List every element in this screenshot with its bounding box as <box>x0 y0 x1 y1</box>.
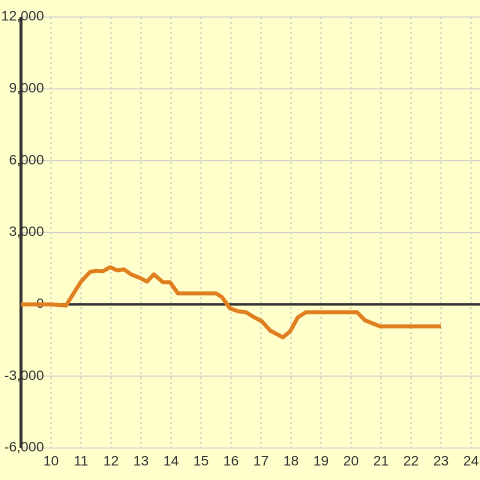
x-tick-label: 14 <box>163 453 179 469</box>
line <box>21 265 441 340</box>
x-tick-label: 13 <box>133 453 149 469</box>
x-tick-label: 16 <box>223 453 239 469</box>
y-tick-label: -3,000 <box>4 367 44 383</box>
y-tick-label: 3,000 <box>9 223 44 239</box>
x-tick-label: 22 <box>403 453 419 469</box>
x-tick-label: 11 <box>74 453 89 469</box>
y-tick-label: 6,000 <box>9 151 44 167</box>
x-tick-label: 10 <box>43 453 59 469</box>
y-tick-label: 9,000 <box>9 80 44 96</box>
x-tick-label: 23 <box>433 453 449 469</box>
x-tick-label: 18 <box>283 453 299 469</box>
y-tick-label: -6,000 <box>4 439 44 455</box>
x-tick-label: 17 <box>253 453 269 469</box>
x-tick-label: 19 <box>313 453 329 469</box>
x-tick-label: 12 <box>103 453 119 469</box>
x-tick-label: 20 <box>343 453 359 469</box>
y-tick-label: 12,000 <box>1 8 44 24</box>
x-tick-label: 15 <box>193 453 209 469</box>
x-tick-label: 21 <box>373 453 389 469</box>
x-tick-label: 24 <box>463 453 479 469</box>
